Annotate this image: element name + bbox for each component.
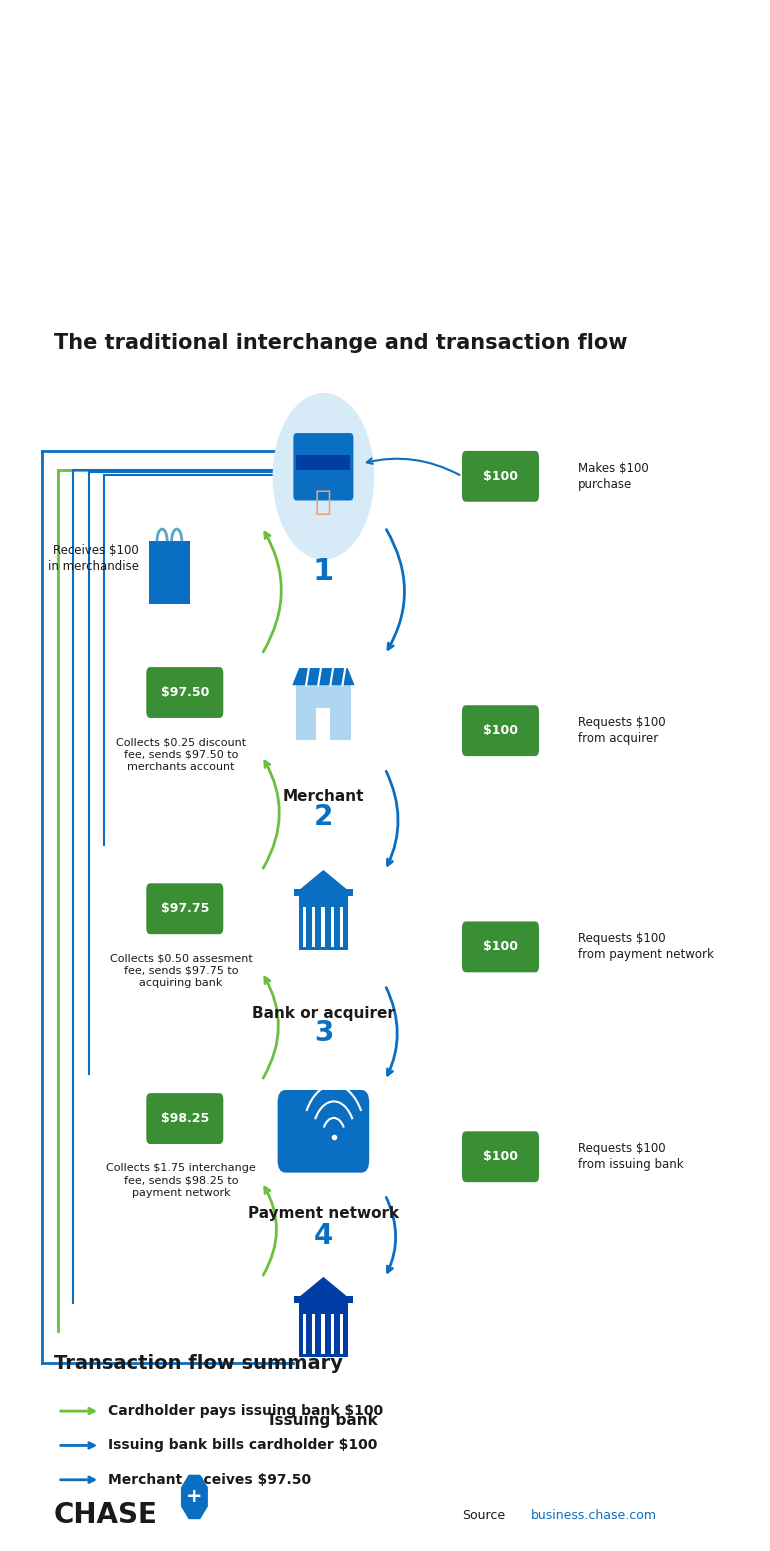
- FancyBboxPatch shape: [340, 1314, 343, 1354]
- Polygon shape: [292, 668, 354, 686]
- Text: $100: $100: [483, 1151, 518, 1163]
- FancyBboxPatch shape: [146, 884, 223, 934]
- Text: $97.75: $97.75: [161, 903, 209, 915]
- Text: 4: 4: [313, 1222, 333, 1250]
- FancyBboxPatch shape: [293, 433, 353, 501]
- Text: $100: $100: [483, 470, 518, 482]
- FancyBboxPatch shape: [146, 1093, 223, 1145]
- Text: Issuing bank: Issuing bank: [269, 1413, 378, 1427]
- Text: CHASE: CHASE: [54, 1501, 158, 1529]
- FancyBboxPatch shape: [303, 1314, 306, 1354]
- Text: Collects $0.50 assesment
fee, sends $97.75 to
acquiring bank: Collects $0.50 assesment fee, sends $97.…: [109, 954, 253, 988]
- FancyBboxPatch shape: [312, 907, 316, 948]
- FancyBboxPatch shape: [277, 1090, 370, 1173]
- FancyBboxPatch shape: [296, 454, 350, 470]
- Text: +: +: [186, 1487, 203, 1506]
- Circle shape: [273, 394, 373, 558]
- FancyBboxPatch shape: [321, 907, 325, 948]
- Text: Receives $100
in merchandise: Receives $100 in merchandise: [48, 544, 139, 574]
- FancyBboxPatch shape: [299, 1300, 347, 1357]
- Text: Issuing bank bills cardholder $100: Issuing bank bills cardholder $100: [108, 1438, 377, 1452]
- Polygon shape: [296, 870, 351, 893]
- FancyBboxPatch shape: [462, 1131, 539, 1182]
- Polygon shape: [296, 1276, 351, 1300]
- FancyBboxPatch shape: [299, 893, 347, 951]
- Text: Collects $1.75 interchange
fee, sends $98.25 to
payment network: Collects $1.75 interchange fee, sends $9…: [106, 1163, 256, 1197]
- Text: business.chase.com: business.chase.com: [531, 1509, 658, 1522]
- Text: $100: $100: [483, 724, 518, 737]
- FancyBboxPatch shape: [462, 921, 539, 972]
- Text: How do credit card
payments work?: How do credit card payments work?: [54, 85, 474, 181]
- FancyBboxPatch shape: [462, 451, 539, 503]
- Text: Requests $100
from acquirer: Requests $100 from acquirer: [578, 717, 665, 744]
- Text: Payment network: Payment network: [248, 1207, 399, 1222]
- Text: Merchant receives $97.50: Merchant receives $97.50: [108, 1473, 311, 1487]
- FancyBboxPatch shape: [330, 907, 334, 948]
- Text: The traditional interchange and transaction flow: The traditional interchange and transact…: [54, 332, 628, 352]
- FancyBboxPatch shape: [321, 1314, 325, 1354]
- FancyBboxPatch shape: [149, 541, 190, 603]
- Polygon shape: [181, 1475, 208, 1520]
- Text: Requests $100
from issuing bank: Requests $100 from issuing bank: [578, 1142, 683, 1171]
- FancyBboxPatch shape: [312, 1314, 316, 1354]
- Text: $98.25: $98.25: [161, 1112, 209, 1124]
- Text: Makes $100
purchase: Makes $100 purchase: [578, 462, 648, 490]
- Text: Transaction flow summary: Transaction flow summary: [54, 1354, 343, 1373]
- Text: Bank or acquirer: Bank or acquirer: [252, 1005, 395, 1021]
- FancyBboxPatch shape: [330, 1314, 334, 1354]
- FancyBboxPatch shape: [294, 889, 353, 895]
- FancyBboxPatch shape: [340, 907, 343, 948]
- FancyBboxPatch shape: [294, 1295, 353, 1303]
- FancyBboxPatch shape: [296, 676, 351, 740]
- FancyBboxPatch shape: [462, 706, 539, 757]
- Text: Cardholder pays issuing bank $100: Cardholder pays issuing bank $100: [108, 1404, 383, 1418]
- Text: Collects $0.25 discount
fee, sends $97.50 to
merchants account: Collects $0.25 discount fee, sends $97.5…: [116, 737, 246, 772]
- FancyBboxPatch shape: [303, 907, 306, 948]
- FancyBboxPatch shape: [146, 667, 223, 718]
- Text: $100: $100: [483, 940, 518, 954]
- Text: 2: 2: [313, 803, 333, 831]
- Text: Requests $100
from payment network: Requests $100 from payment network: [578, 932, 713, 962]
- Text: Source: Source: [462, 1509, 505, 1522]
- FancyBboxPatch shape: [316, 709, 330, 740]
- Text: ✋: ✋: [315, 487, 332, 516]
- Text: 3: 3: [313, 1019, 333, 1047]
- Text: 1: 1: [313, 557, 334, 586]
- Text: Merchant: Merchant: [283, 789, 364, 805]
- Text: $97.50: $97.50: [161, 686, 209, 700]
